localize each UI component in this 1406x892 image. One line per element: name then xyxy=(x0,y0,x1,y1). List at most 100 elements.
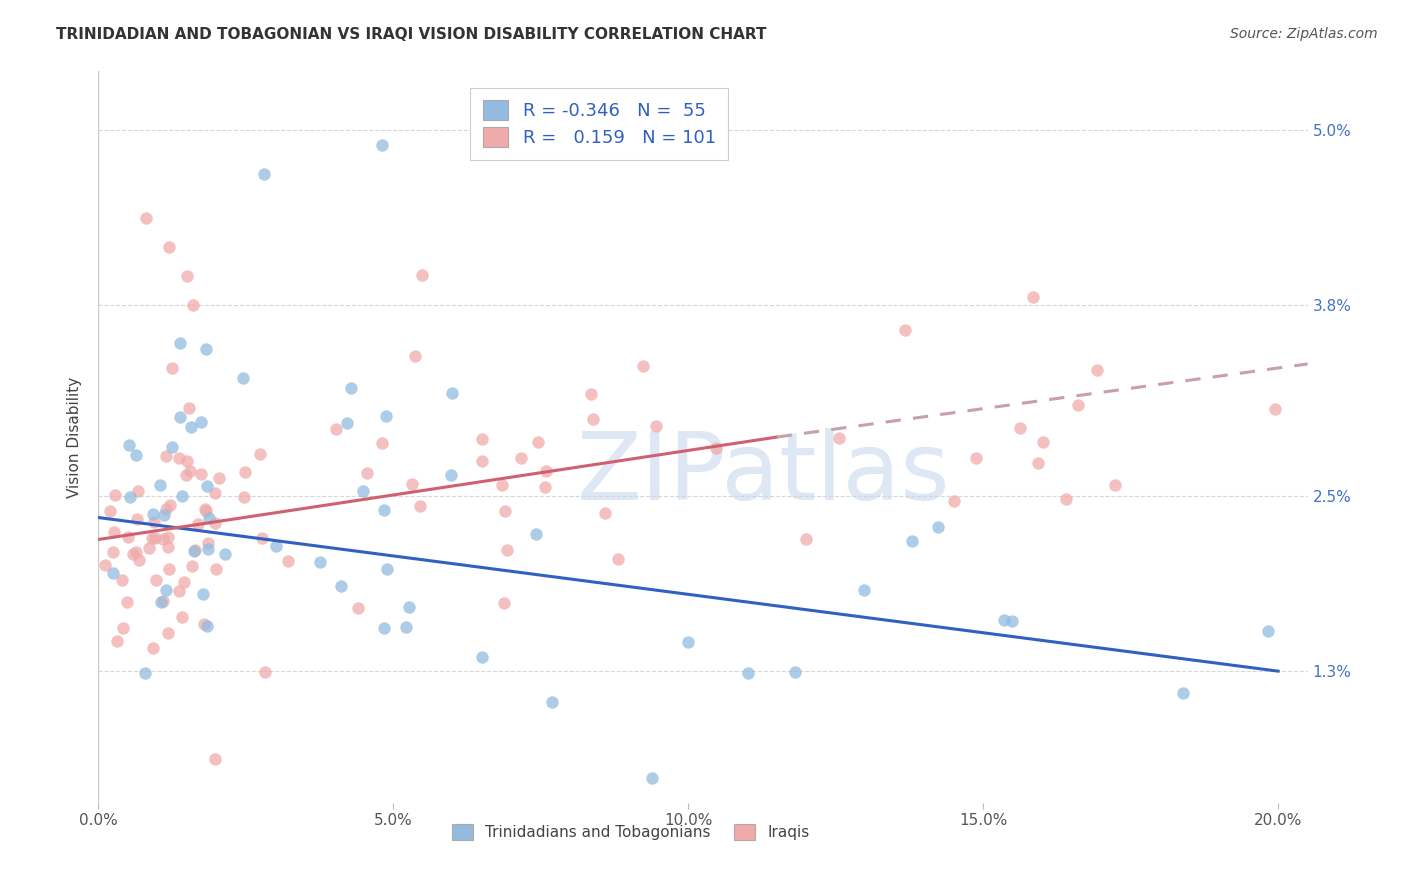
Point xyxy=(194,502,217,516)
Point xyxy=(330,579,353,593)
Point xyxy=(1067,398,1090,412)
Point xyxy=(356,466,378,480)
Point xyxy=(794,533,817,547)
Point xyxy=(1010,421,1032,435)
Point xyxy=(93,558,115,572)
Point xyxy=(254,665,277,679)
Point xyxy=(401,477,423,491)
Point xyxy=(894,323,917,337)
Point xyxy=(190,467,212,481)
Point xyxy=(159,498,181,512)
Point xyxy=(152,532,174,546)
Point xyxy=(195,479,218,493)
Point xyxy=(233,491,256,505)
Point xyxy=(181,298,204,312)
Point xyxy=(827,431,849,445)
Point xyxy=(105,633,128,648)
Point xyxy=(496,543,519,558)
Point xyxy=(783,665,806,679)
Point xyxy=(190,415,212,429)
Point xyxy=(103,545,125,559)
Point xyxy=(195,619,218,633)
Point xyxy=(157,240,180,254)
Point xyxy=(509,451,531,466)
Point xyxy=(264,540,287,554)
Text: Source: ZipAtlas.com: Source: ZipAtlas.com xyxy=(1230,27,1378,41)
Point xyxy=(101,566,124,580)
Point xyxy=(346,601,368,615)
Point xyxy=(167,450,190,465)
Point xyxy=(156,530,179,544)
Point xyxy=(172,610,194,624)
Point xyxy=(593,506,616,520)
Point xyxy=(157,562,180,576)
Point xyxy=(156,540,179,554)
Point xyxy=(204,751,226,765)
Point xyxy=(208,471,231,485)
Point xyxy=(155,449,177,463)
Point xyxy=(176,269,198,284)
Point xyxy=(250,532,273,546)
Point xyxy=(179,464,201,478)
Point xyxy=(160,360,183,375)
Point xyxy=(197,542,219,557)
Point xyxy=(1001,614,1024,628)
Point xyxy=(527,435,550,450)
Point xyxy=(411,268,433,282)
Point xyxy=(249,447,271,461)
Point xyxy=(194,503,217,517)
Point xyxy=(404,349,426,363)
Point xyxy=(1032,434,1054,449)
Point xyxy=(852,583,875,598)
Point xyxy=(195,343,218,357)
Point xyxy=(965,450,987,465)
Point xyxy=(149,595,172,609)
Point xyxy=(204,486,226,500)
Point xyxy=(122,547,145,561)
Point xyxy=(336,417,359,431)
Point xyxy=(375,562,398,576)
Point xyxy=(233,465,256,479)
Point xyxy=(1087,363,1109,377)
Point xyxy=(184,543,207,558)
Point xyxy=(180,420,202,434)
Point xyxy=(370,137,392,152)
Point xyxy=(167,583,190,598)
Point xyxy=(138,541,160,555)
Point xyxy=(395,620,418,634)
Point xyxy=(117,530,139,544)
Point xyxy=(155,502,177,516)
Point xyxy=(169,336,191,351)
Point xyxy=(533,480,555,494)
Point xyxy=(125,545,148,559)
Point xyxy=(134,665,156,680)
Point xyxy=(152,594,174,608)
Point xyxy=(927,519,949,533)
Point xyxy=(678,635,700,649)
Point xyxy=(943,494,966,508)
Point xyxy=(579,386,602,401)
Point xyxy=(205,562,228,576)
Point xyxy=(172,489,194,503)
Point xyxy=(737,665,759,680)
Point xyxy=(277,554,299,568)
Point xyxy=(1257,624,1279,639)
Y-axis label: Vision Disability: Vision Disability xyxy=(67,376,83,498)
Point xyxy=(155,583,177,598)
Point xyxy=(1022,290,1045,304)
Point xyxy=(641,771,664,785)
Point xyxy=(492,596,515,610)
Point xyxy=(162,440,184,454)
Point xyxy=(204,516,226,530)
Point xyxy=(1104,478,1126,492)
Point xyxy=(176,453,198,467)
Point xyxy=(1173,686,1195,700)
Point xyxy=(441,386,464,401)
Point xyxy=(142,507,165,521)
Point xyxy=(197,536,219,550)
Point xyxy=(149,477,172,491)
Point xyxy=(145,573,167,587)
Point xyxy=(128,553,150,567)
Point xyxy=(153,508,176,522)
Point xyxy=(103,525,125,540)
